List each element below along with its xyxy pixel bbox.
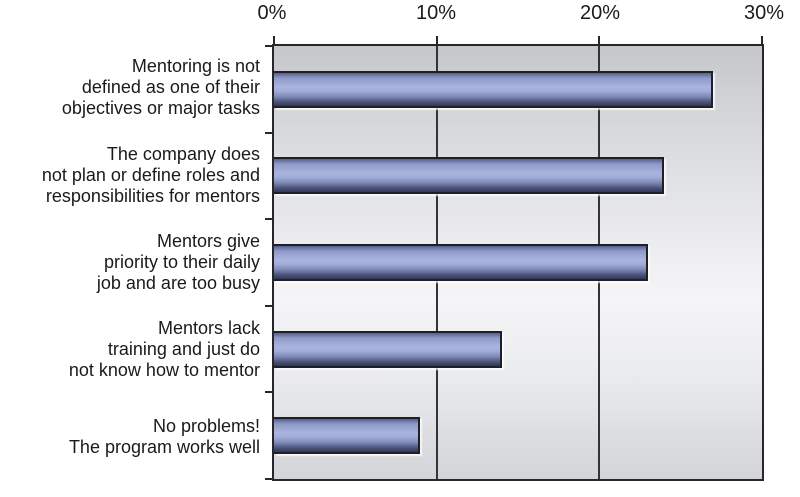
y-axis-tick-mark <box>265 45 273 47</box>
bars-container <box>274 46 762 479</box>
x-axis-tick-mark <box>761 36 763 45</box>
y-axis-tick-mark <box>265 218 273 221</box>
bar-9pct <box>274 417 421 455</box>
category-label: The company does not plan or define role… <box>41 143 260 206</box>
category-label: Mentoring is not defined as one of their… <box>61 56 260 119</box>
x-axis-tick-mark <box>598 36 601 45</box>
x-axis-tick-label-30: 30% <box>743 2 785 24</box>
plot-area <box>265 36 764 481</box>
y-axis-tick-mark <box>265 391 273 394</box>
bar-24pct <box>274 157 665 195</box>
category-label: Mentors give priority to their daily job… <box>96 231 260 294</box>
category-labels-column: Mentoring is not defined as one of their… <box>0 44 262 481</box>
x-axis-tick-label-20: 20% <box>579 2 621 24</box>
y-axis-tick-mark <box>265 131 273 134</box>
x-axis-tick-mark <box>273 36 275 45</box>
x-axis-tick-label-10: 10% <box>415 2 456 24</box>
bar-row <box>274 133 762 220</box>
category-label: Mentors lack training and just do not kn… <box>68 318 260 381</box>
bar-14pct <box>274 330 502 368</box>
bar-row <box>274 306 762 393</box>
bar-row <box>274 46 762 133</box>
bar-27pct <box>274 70 714 108</box>
y-axis-tick-mark <box>265 304 273 307</box>
bar-row <box>274 392 762 479</box>
y-axis-tick-mark <box>265 478 273 480</box>
bar-row <box>274 219 762 306</box>
x-axis: 0% 10% 20% 30% <box>258 0 784 44</box>
x-axis-tick-mark <box>435 36 438 45</box>
x-axis-tick-label-0: 0% <box>257 2 287 24</box>
bar-23pct <box>274 243 649 281</box>
category-label: No problems! The program works well <box>68 416 260 458</box>
